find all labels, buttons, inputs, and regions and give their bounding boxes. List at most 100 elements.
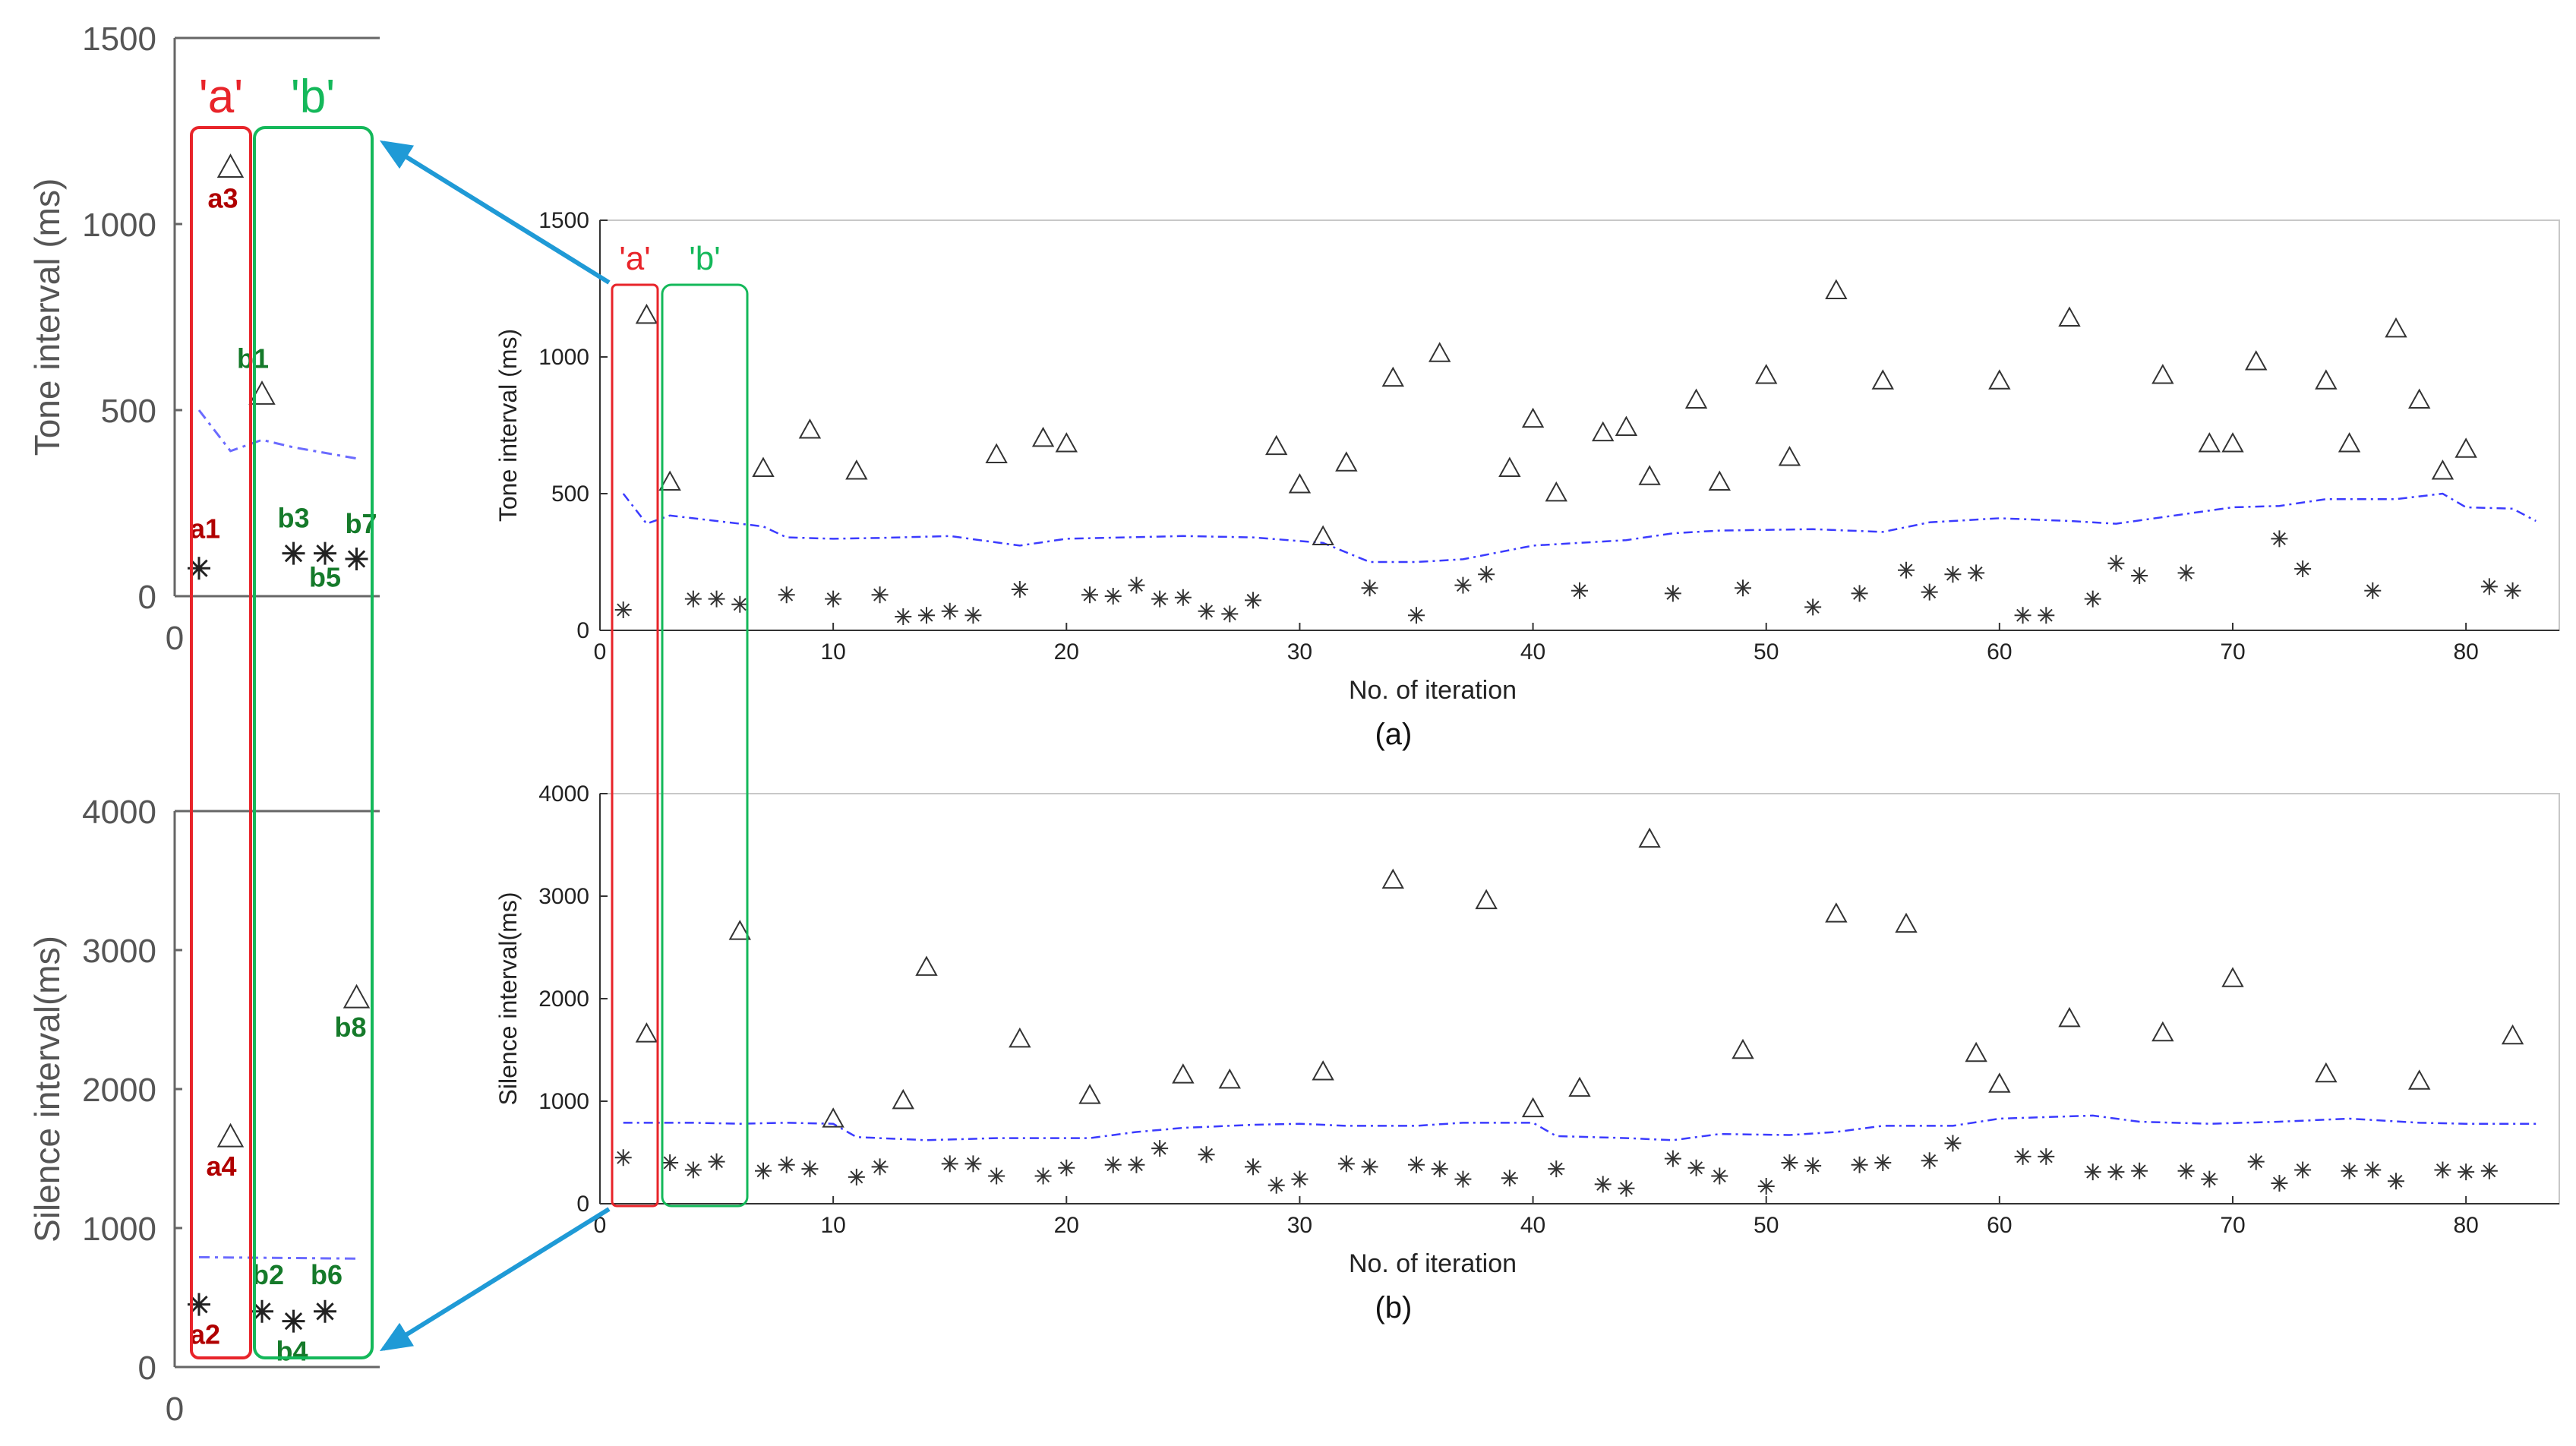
x-tick-label: 10 (820, 639, 845, 665)
x-tick-label: 30 (1287, 1213, 1312, 1238)
triangle-point (2431, 459, 2454, 480)
star-point (1198, 602, 1215, 620)
triangle-point (752, 456, 775, 477)
x-tick-label: 50 (1754, 639, 1779, 665)
point-label-b8: b8 (334, 1012, 366, 1043)
star-point (1804, 1157, 1822, 1175)
zoom-tone-y-tick-label: 0 (138, 579, 156, 616)
zoom-star-point (282, 1309, 305, 1333)
triangle-point (1172, 1063, 1195, 1084)
point-label-b2: b2 (252, 1259, 284, 1290)
y-tick-label: 1500 (538, 208, 589, 233)
x-tick-label: 0 (594, 639, 607, 665)
star-point (1594, 1176, 1612, 1193)
x-tick-label: 40 (1520, 1213, 1545, 1238)
star-point (1408, 1156, 1425, 1173)
y-tick-label: 1000 (538, 345, 589, 370)
star-point (2247, 1153, 2265, 1170)
star-point (941, 602, 958, 620)
x-tick-label: 20 (1054, 639, 1079, 665)
triangle-point (1288, 473, 1312, 494)
x-tick-label: 20 (1054, 1213, 1079, 1238)
star-point (2271, 1175, 2288, 1192)
triangle-point (1312, 1060, 1334, 1081)
threshold-line (623, 1114, 2537, 1141)
zoom-tone-y-tick-label: 1500 (82, 21, 156, 58)
star-point (1245, 1158, 1261, 1176)
triangle-point (2198, 432, 2221, 453)
main-box-label-b: 'b' (689, 240, 720, 277)
star-point (2107, 1163, 2125, 1181)
zoom-tone-threshold-line (197, 409, 357, 460)
triangle-point (2315, 1062, 2338, 1083)
star-point (988, 1167, 1005, 1185)
star-point (2038, 1148, 2055, 1165)
chart-caption: (a) (1375, 718, 1412, 751)
x-tick-label: 80 (2453, 639, 2478, 665)
star-point (2341, 1162, 2358, 1179)
triangle-point (1381, 366, 1404, 387)
zoom-silence-threshold-line (198, 1255, 357, 1260)
triangle-point (1568, 1076, 1591, 1097)
star-point (2504, 582, 2521, 599)
x-axis-label: No. of iteration (1349, 1249, 1517, 1278)
triangle-point (985, 443, 1008, 463)
threshold-line (622, 492, 2537, 564)
star-point (1851, 1156, 1868, 1173)
zoom-triangle-point (343, 983, 371, 1009)
star-point (2014, 607, 2031, 624)
triangle-point (1498, 456, 1521, 477)
star-point (1431, 1160, 1448, 1178)
star-point (1664, 1150, 1681, 1167)
star-point (778, 1156, 795, 1173)
point-label-b6: b6 (311, 1259, 343, 1290)
star-point (1781, 1154, 1798, 1171)
star-point (755, 1162, 772, 1179)
zoom-star-point (188, 1293, 210, 1316)
star-point (1478, 566, 1495, 583)
triangle-point (822, 1107, 844, 1128)
star-point (1501, 1170, 1518, 1187)
zoom-silence-y-axis-label: Silence interval(ms) (27, 936, 67, 1242)
star-point (684, 1161, 702, 1179)
point-label-a2: a2 (190, 1319, 220, 1350)
triangle-point (728, 920, 751, 940)
star-point (684, 590, 702, 608)
point-label-a4: a4 (206, 1151, 236, 1182)
star-point (614, 1149, 632, 1167)
zoom-silence-y-tick-label: 2000 (82, 1072, 156, 1109)
zoom-arrow-top (379, 140, 611, 285)
zoom-star-point (188, 557, 210, 580)
star-point (2388, 1173, 2404, 1190)
star-point (2364, 1161, 2382, 1179)
triangle-point (2151, 364, 2174, 384)
triangle-point (2315, 369, 2338, 390)
triangle-point (1708, 470, 1731, 491)
zoom-arrow-bottom (379, 1207, 611, 1352)
overlay: 'a' 'b' (379, 140, 749, 1352)
triangle-point (658, 470, 681, 491)
y-tick-label: 1000 (538, 1089, 589, 1114)
zoom-box-b (253, 126, 374, 1359)
star-point (1921, 583, 1938, 601)
triangle-point (1871, 369, 1894, 390)
triangle-point (1895, 912, 1918, 933)
star-point (941, 1155, 958, 1173)
triangle-point (2151, 1021, 2174, 1042)
star-point (964, 1155, 982, 1173)
star-point (1711, 1167, 1728, 1185)
star-point (1058, 1159, 1075, 1176)
triangle-point (798, 418, 822, 439)
star-point (1011, 581, 1028, 598)
x-tick-label: 40 (1520, 639, 1545, 665)
triangle-point (1521, 1097, 1545, 1118)
star-point (1104, 588, 1122, 605)
triangle-point (2454, 437, 2477, 458)
zoom-tone-y-tick-label: 1000 (82, 207, 156, 244)
x-tick-label: 60 (1987, 1213, 2012, 1238)
point-label-b4: b4 (276, 1336, 308, 1367)
point-label-a1: a1 (190, 513, 220, 544)
triangle-point (1988, 1072, 2011, 1093)
